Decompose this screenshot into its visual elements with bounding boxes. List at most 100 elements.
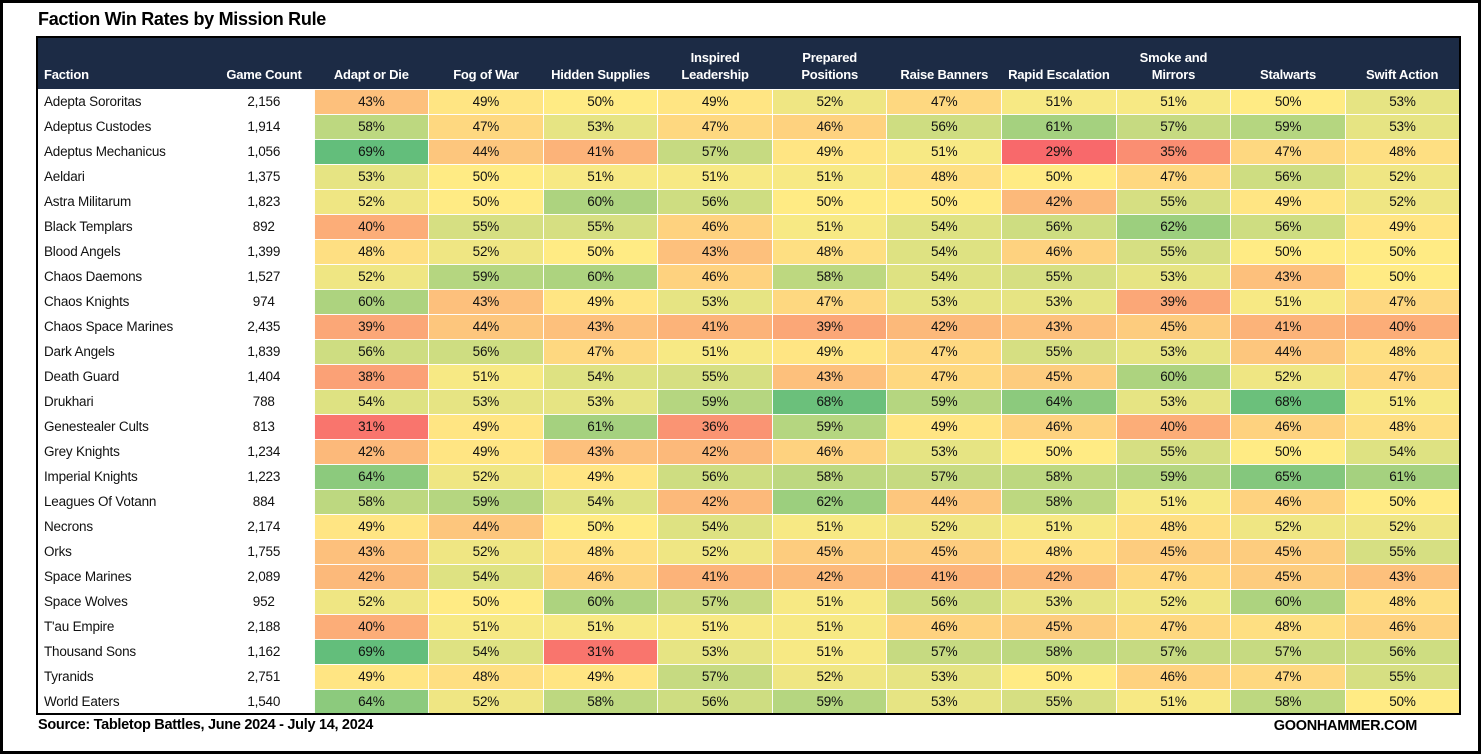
faction-name: Dark Angels (37, 339, 214, 364)
win-rate-cell: 53% (1115, 263, 1232, 290)
win-rate-cell: 55% (1001, 688, 1117, 715)
win-rate-cell: 56% (657, 463, 773, 490)
win-rate-cell: 50% (542, 238, 659, 265)
faction-name: Space Wolves (37, 589, 214, 614)
win-rate-cell: 47% (1230, 138, 1346, 165)
win-rate-cell: 61% (542, 413, 659, 440)
win-rate-cell: 56% (657, 688, 773, 715)
win-rate-cell: 52% (428, 463, 544, 490)
win-rate-cell: 48% (1344, 413, 1461, 440)
win-rate-cell: 51% (542, 163, 659, 190)
win-rate-cell: 55% (1344, 538, 1461, 565)
faction-name: Leagues Of Votann (37, 489, 214, 514)
win-rate-cell: 48% (1344, 138, 1461, 165)
win-rate-cell: 46% (657, 213, 773, 240)
game-count: 788 (214, 389, 314, 414)
win-rate-cell: 54% (1344, 438, 1461, 465)
win-rate-cell: 40% (1115, 413, 1232, 440)
win-rate-cell: 52% (1230, 513, 1346, 540)
win-rate-cell: 51% (428, 363, 544, 390)
win-rate-cell: 46% (1230, 488, 1346, 515)
game-count: 813 (214, 414, 314, 439)
win-rate-cell: 49% (886, 413, 1003, 440)
win-rate-cell: 48% (313, 238, 430, 265)
faction-name: Chaos Space Marines (37, 314, 214, 339)
win-rate-cell: 53% (1115, 388, 1232, 415)
win-rate-cell: 44% (428, 313, 544, 340)
game-count: 1,399 (214, 239, 314, 264)
win-rate-cell: 49% (657, 88, 773, 115)
win-rate-cell: 47% (428, 113, 544, 140)
column-header-swift-action: Swift Action (1345, 37, 1460, 89)
table-row: Black Templars 892 40% 55% 55% 46% 51% 54% 56% 62… (37, 213, 1461, 240)
win-rate-cell: 45% (771, 538, 888, 565)
win-rate-cell: 52% (886, 513, 1003, 540)
game-count: 1,162 (214, 639, 314, 664)
win-rate-cell: 42% (771, 563, 888, 590)
faction-name: Blood Angels (37, 239, 214, 264)
win-rate-cell: 51% (657, 338, 773, 365)
win-rate-cell: 47% (1230, 663, 1346, 690)
win-rate-cell: 50% (428, 188, 544, 215)
win-rate-cell: 40% (313, 213, 430, 240)
win-rate-cell: 31% (313, 413, 430, 440)
win-rate-cell: 52% (657, 538, 773, 565)
win-rate-cell: 58% (1001, 463, 1117, 490)
win-rate-cell: 58% (1001, 638, 1117, 665)
win-rate-cell: 43% (428, 288, 544, 315)
win-rate-cell: 55% (1001, 263, 1117, 290)
column-header-adapt-or-die: Adapt or Die (314, 37, 429, 89)
table-row: Space Marines 2,089 42% 54% 46% 41% 42% 41% 42% 4… (37, 563, 1461, 590)
win-rate-cell: 45% (1001, 363, 1117, 390)
win-rate-cell: 58% (313, 488, 430, 515)
win-rate-cell: 47% (771, 288, 888, 315)
win-rate-cell: 56% (313, 338, 430, 365)
win-rate-cell: 51% (771, 588, 888, 615)
game-count: 2,435 (214, 314, 314, 339)
win-rate-cell: 49% (313, 513, 430, 540)
win-rate-cell: 48% (1115, 513, 1232, 540)
win-rate-cell: 52% (1344, 163, 1461, 190)
column-header-rapid-escalation: Rapid Escalation (1001, 37, 1117, 89)
win-rate-cell: 51% (657, 163, 773, 190)
win-rate-cell: 49% (542, 463, 659, 490)
win-rate-cell: 29% (1001, 138, 1117, 165)
table-row: Necrons 2,174 49% 44% 50% 54% 51% 52% 51% 48% 52% 5… (37, 513, 1461, 540)
win-rate-cell: 53% (313, 163, 430, 190)
game-count: 1,234 (214, 439, 314, 464)
win-rate-cell: 59% (771, 413, 888, 440)
win-rate-cell: 49% (542, 663, 659, 690)
win-rate-cell: 53% (886, 438, 1003, 465)
win-rate-cell: 50% (1344, 238, 1461, 265)
game-count: 1,223 (214, 464, 314, 489)
win-rate-cell: 45% (1115, 538, 1232, 565)
brand-label: GOONHAMMER.COM (1273, 718, 1418, 734)
win-rate-cell: 46% (1344, 613, 1461, 640)
win-rate-cell: 53% (657, 638, 773, 665)
win-rate-cell: 65% (1230, 463, 1346, 490)
win-rate-cell: 57% (657, 588, 773, 615)
win-rate-cell: 47% (1115, 613, 1232, 640)
win-rate-cell: 52% (1344, 188, 1461, 215)
faction-name: World Eaters (37, 689, 214, 714)
win-rate-cell: 51% (771, 638, 888, 665)
win-rate-cell: 51% (542, 613, 659, 640)
win-rate-cell: 52% (771, 88, 888, 115)
table-row: Death Guard 1,404 38% 51% 54% 55% 43% 47% 45% 60%… (37, 363, 1461, 390)
table-row: Aeldari 1,375 53% 50% 51% 51% 51% 48% 50% 47% 56% 5… (37, 163, 1461, 190)
win-rate-cell: 50% (771, 188, 888, 215)
win-rate-cell: 60% (542, 588, 659, 615)
win-rate-cell: 50% (1230, 88, 1346, 115)
win-rate-cell: 43% (313, 88, 430, 115)
win-rate-cell: 58% (542, 688, 659, 715)
win-rate-cell: 46% (771, 438, 888, 465)
win-rate-cell: 43% (542, 313, 659, 340)
win-rate-cell: 39% (1115, 288, 1232, 315)
win-rate-cell: 55% (1115, 438, 1232, 465)
column-header-game-count: Game Count (214, 37, 314, 89)
table-row: Orks 1,755 43% 52% 48% 52% 45% 45% 48% 45% 45% 55% (37, 538, 1461, 565)
game-count: 892 (214, 214, 314, 239)
win-rate-cell: 58% (771, 263, 888, 290)
win-rate-cell: 50% (1001, 663, 1117, 690)
win-rate-cell: 51% (1115, 688, 1232, 715)
